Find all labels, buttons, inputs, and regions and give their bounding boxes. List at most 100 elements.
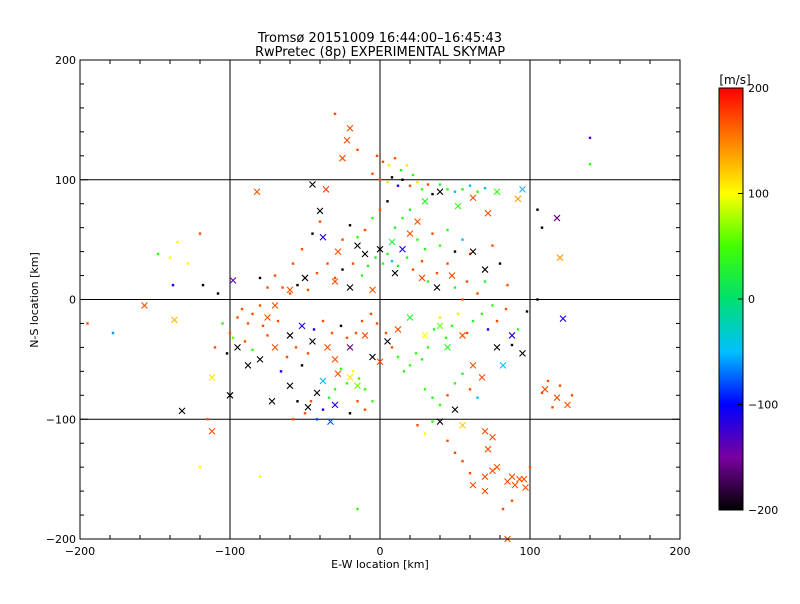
data-point — [438, 244, 442, 247]
data-point — [333, 276, 337, 280]
data-point — [111, 331, 115, 335]
data-point — [213, 346, 217, 349]
data-point — [288, 292, 292, 295]
data-point — [570, 394, 574, 397]
data-point — [486, 328, 490, 331]
data-point — [327, 396, 331, 399]
data-cross — [319, 233, 327, 241]
data-point — [498, 262, 502, 265]
data-point — [461, 238, 464, 241]
data-point — [468, 184, 472, 187]
data-cross — [481, 487, 489, 495]
data-point — [401, 216, 404, 220]
data-point — [420, 188, 424, 191]
data-point — [300, 364, 304, 367]
data-point — [258, 304, 262, 307]
data-point — [411, 268, 415, 271]
x-tick-label: 200 — [670, 545, 691, 558]
data-cross — [298, 322, 306, 330]
data-point — [216, 292, 220, 295]
data-point — [176, 240, 179, 244]
x-tick-label: −100 — [215, 545, 245, 558]
data-cross — [469, 481, 477, 489]
data-cross — [361, 332, 369, 339]
data-point — [348, 224, 352, 227]
data-point — [558, 384, 562, 387]
data-point — [506, 283, 509, 287]
data-marks — [86, 112, 592, 543]
data-point — [546, 379, 550, 383]
data-point — [432, 328, 436, 331]
data-cross — [469, 194, 477, 202]
data-cross — [519, 185, 526, 193]
colorbar-tick-label: 200 — [748, 82, 769, 95]
data-point — [438, 316, 442, 319]
data-point — [408, 364, 412, 367]
data-cross — [414, 218, 421, 226]
data-cross — [520, 475, 528, 483]
data-point — [483, 186, 487, 190]
data-point — [396, 355, 400, 359]
data-point — [423, 388, 427, 391]
data-point — [588, 162, 592, 166]
data-point — [446, 439, 449, 443]
data-cross — [553, 394, 561, 402]
data-point — [510, 343, 514, 347]
data-point — [480, 312, 484, 316]
data-point — [266, 286, 269, 289]
data-point — [461, 459, 464, 463]
data-cross — [459, 421, 466, 429]
colorbar-label: [m/s] — [719, 73, 750, 87]
data-cross — [334, 248, 342, 255]
data-point — [386, 200, 389, 203]
data-point — [341, 268, 344, 271]
data-cross — [564, 401, 571, 409]
data-point — [396, 264, 400, 268]
data-point — [198, 232, 202, 235]
data-point — [461, 298, 464, 301]
data-cross — [469, 361, 477, 369]
data-cross — [208, 373, 216, 381]
data-point — [243, 340, 247, 343]
data-point — [156, 252, 160, 256]
data-point — [444, 336, 448, 340]
data-point — [446, 188, 449, 191]
data-cross — [508, 332, 516, 339]
data-cross — [354, 242, 361, 250]
data-point — [399, 168, 403, 172]
data-cross — [268, 397, 276, 405]
data-point — [345, 336, 349, 340]
data-point — [312, 328, 316, 331]
grid-lines — [80, 60, 680, 539]
data-point — [405, 164, 409, 167]
data-cross — [493, 188, 501, 196]
y-tick-label: −200 — [46, 533, 76, 546]
data-point — [438, 183, 442, 186]
data-cross — [327, 418, 334, 426]
axis-ticks: −200 −100 0 100 200 −200 −100 0 100 200 — [46, 54, 691, 558]
data-point — [381, 262, 385, 265]
data-cross — [514, 195, 522, 203]
data-point — [225, 352, 229, 355]
data-point — [369, 312, 373, 316]
data-point — [461, 372, 464, 375]
data-point — [266, 334, 269, 337]
data-point — [363, 228, 367, 232]
data-point — [261, 324, 265, 328]
data-point — [356, 236, 359, 239]
data-cross — [271, 302, 279, 309]
data-point — [291, 418, 295, 421]
data-point — [386, 252, 389, 256]
colorbar-tick-label: −200 — [748, 504, 778, 517]
data-point — [371, 400, 374, 403]
data-point — [300, 248, 304, 251]
data-cross — [384, 338, 391, 345]
data-point — [251, 312, 254, 316]
data-point — [281, 286, 284, 289]
data-cross — [406, 230, 414, 238]
data-point — [431, 396, 434, 399]
data-point — [468, 388, 472, 391]
data-cross — [331, 401, 339, 409]
y-tick-label: 0 — [69, 294, 76, 307]
data-point — [446, 262, 449, 265]
